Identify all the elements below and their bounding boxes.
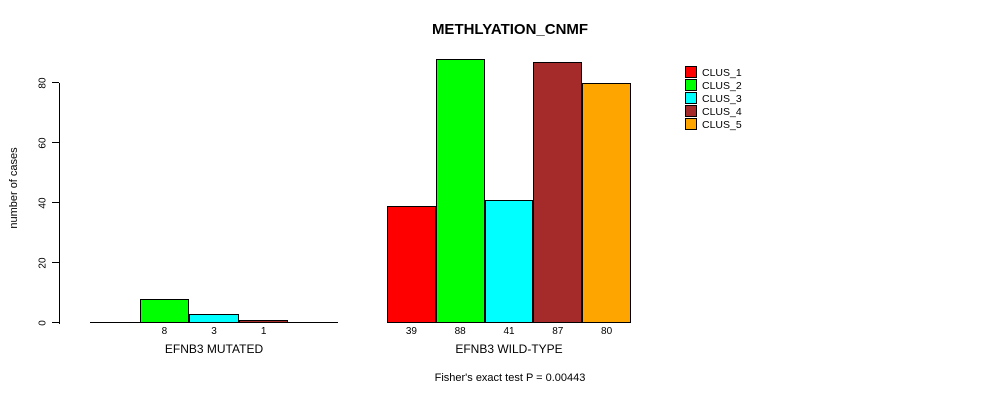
y-tick bbox=[52, 82, 59, 83]
y-axis-label: number of cases bbox=[8, 147, 20, 229]
legend-color-swatch bbox=[685, 92, 697, 104]
legend-color-swatch bbox=[685, 66, 697, 78]
legend-label: CLUS_2 bbox=[702, 80, 742, 92]
bar-value-label: 88 bbox=[454, 326, 466, 337]
group-label-efnb3-wild-type: EFNB3 WILD-TYPE bbox=[455, 342, 563, 356]
bar-clus_3-group-0 bbox=[189, 314, 239, 323]
caption: Fisher's exact test P = 0.00443 bbox=[434, 372, 586, 384]
bar-clus_2-group-0 bbox=[140, 299, 189, 323]
y-tick-label: 0 bbox=[37, 320, 49, 326]
y-tick-label: 60 bbox=[37, 137, 49, 149]
bar-value-label: 39 bbox=[405, 326, 417, 337]
y-tick bbox=[52, 142, 59, 143]
bar-clus_3-group-1 bbox=[485, 200, 533, 323]
legend-color-swatch bbox=[685, 105, 697, 117]
bar-clus_4-group-0 bbox=[239, 320, 288, 323]
y-tick bbox=[52, 262, 59, 263]
bar-clus_5-group-1 bbox=[582, 83, 631, 323]
legend-label: CLUS_4 bbox=[702, 106, 742, 118]
bar-value-label: 8 bbox=[161, 326, 168, 337]
bar-clus_2-group-1 bbox=[436, 59, 485, 323]
legend-color-swatch bbox=[685, 118, 697, 130]
legend-label: CLUS_1 bbox=[702, 67, 742, 79]
y-axis-line bbox=[59, 83, 60, 324]
bar-clus_1-group-1 bbox=[387, 206, 436, 323]
y-tick bbox=[52, 202, 59, 203]
bar-value-label: 3 bbox=[211, 326, 217, 337]
y-tick-label: 20 bbox=[37, 257, 49, 269]
y-tick bbox=[52, 322, 59, 323]
bar-value-label: 87 bbox=[552, 326, 564, 337]
chart-title: METHLYATION_CNMF bbox=[431, 21, 589, 38]
group-label-efnb3-mutated: EFNB3 MUTATED bbox=[164, 342, 264, 356]
bar-clus_4-group-1 bbox=[533, 62, 582, 323]
legend-label: CLUS_5 bbox=[702, 119, 742, 131]
legend-color-swatch bbox=[685, 79, 697, 91]
bar-value-label: 80 bbox=[601, 326, 613, 337]
bar-value-label: 41 bbox=[503, 326, 515, 337]
y-tick-label: 40 bbox=[37, 197, 49, 209]
legend-label: CLUS_3 bbox=[702, 93, 742, 105]
bar-value-label: 1 bbox=[260, 326, 267, 337]
y-tick-label: 80 bbox=[37, 77, 49, 89]
